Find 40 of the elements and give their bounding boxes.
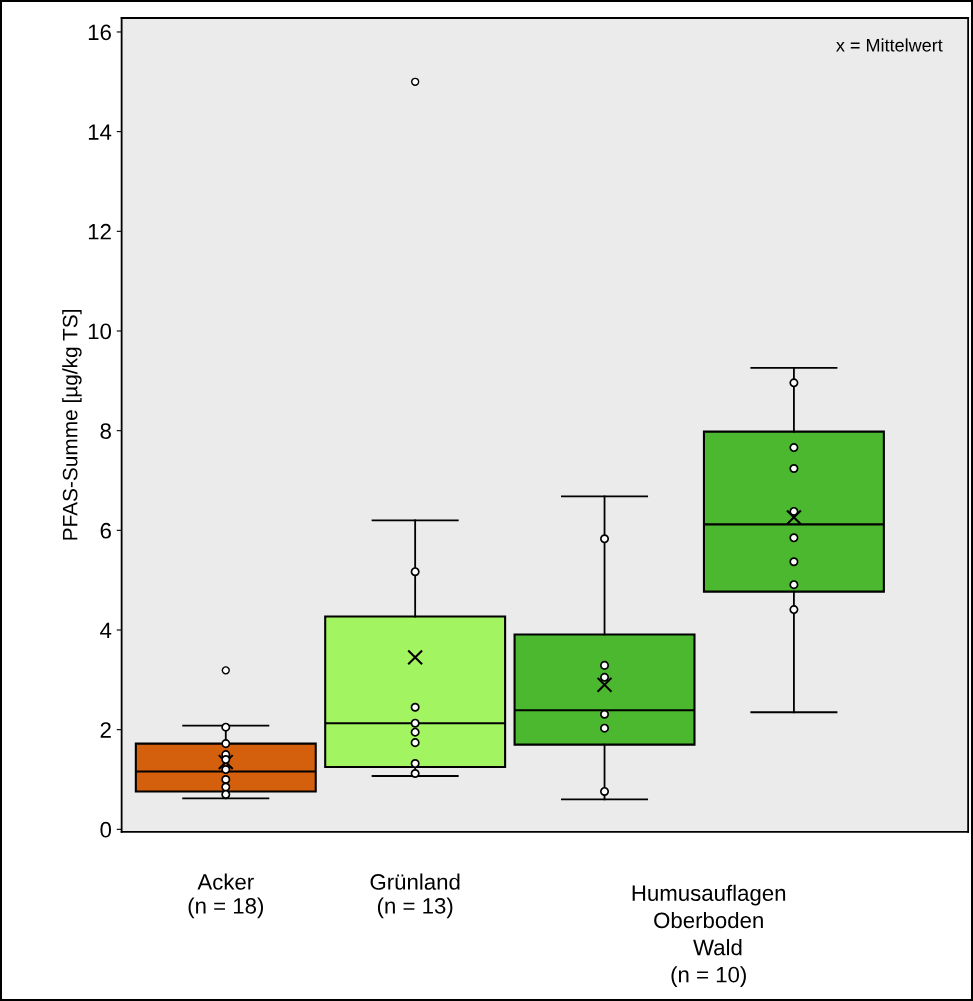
point [789, 557, 799, 567]
y-tick-label: 6 [100, 522, 111, 539]
text: Humusauflagen Oberboden Wald (n = 10) [632, 884, 786, 987]
y-tick-label: 0 [100, 821, 112, 838]
point [789, 605, 799, 615]
point [789, 464, 799, 474]
point [789, 443, 799, 453]
point [221, 774, 231, 785]
point [600, 660, 610, 670]
point [600, 709, 610, 719]
point [221, 722, 231, 732]
point [600, 786, 610, 796]
point [410, 702, 420, 712]
y-tick-label: 16 [88, 24, 111, 41]
point [410, 769, 420, 779]
y-tick-label: 12 [88, 223, 111, 240]
y-tick-label: 8 [100, 423, 111, 439]
point [221, 789, 231, 799]
point [410, 738, 420, 748]
y-tick-label: 4 [100, 622, 112, 639]
point [410, 718, 420, 728]
point [789, 378, 799, 388]
point [600, 534, 610, 544]
point [410, 567, 420, 577]
point [221, 739, 231, 749]
x-tick-label: Acker (n = 18) [188, 873, 264, 919]
point [600, 723, 610, 733]
point [789, 533, 799, 543]
y-tick-label: 2 [100, 722, 111, 738]
x-tick-label: Grünland (n = 13) [370, 873, 460, 919]
y-axis-title: PFAS-Summe [µg/kg TS] [62, 310, 82, 540]
annotation: x = Mittelwert [836, 38, 943, 52]
y-tick-label: 10 [88, 323, 112, 340]
point [410, 727, 420, 737]
point [221, 765, 231, 775]
y-tick-label: 14 [88, 124, 112, 140]
point [789, 506, 799, 516]
point [600, 672, 610, 682]
point [789, 580, 799, 590]
point [221, 755, 231, 765]
